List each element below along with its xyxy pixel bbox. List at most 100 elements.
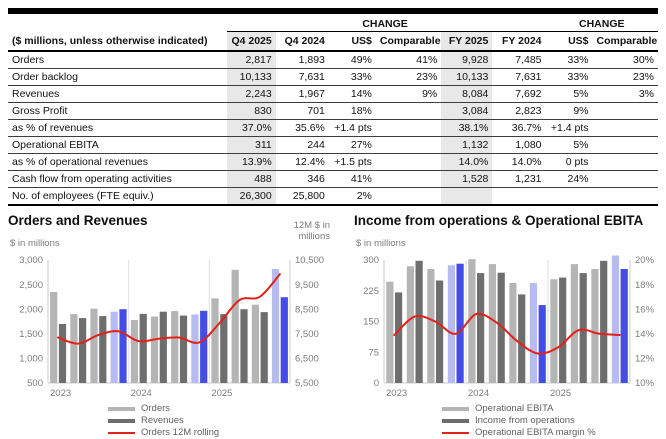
value-cell: 41%: [375, 51, 442, 69]
income-ops-swatch: [442, 418, 469, 423]
svg-text:2024: 2024: [131, 388, 152, 399]
value-cell: [492, 187, 546, 206]
table-row: Cash flow from operating activities 488 34…: [8, 170, 658, 188]
column-header-row: ($ millions, unless otherwise indicated)…: [8, 31, 658, 52]
legend-label: Revenues: [141, 415, 184, 427]
svg-text:2,500: 2,500: [19, 280, 43, 291]
svg-text:7,500: 7,500: [295, 329, 319, 340]
svg-text:2025: 2025: [550, 388, 571, 399]
top-rule-bar: [8, 8, 658, 14]
change-label-q4: CHANGE: [328, 16, 442, 32]
row-label: as % of operational revenues: [8, 153, 227, 171]
svg-text:6,500: 6,500: [295, 353, 319, 364]
units-note: ($ millions, unless otherwise indicated): [8, 31, 227, 52]
svg-text:300: 300: [363, 255, 379, 266]
value-cell: +1.4 pts: [545, 119, 593, 137]
row-label: Cash flow from operating activities: [8, 170, 227, 188]
series-bars-1: [395, 260, 628, 383]
value-cell: 14.0%: [492, 153, 546, 171]
trend-line: [57, 272, 281, 345]
table-row: as % of revenues 37.0% 35.6% +1.4 pts 38.1% 3…: [8, 119, 658, 137]
value-cell: 7,485: [492, 51, 546, 69]
value-cell: 1,967: [275, 85, 329, 103]
col-header-us-fy: US$: [545, 31, 593, 52]
svg-text:0: 0: [374, 378, 379, 389]
value-cell: [375, 136, 442, 154]
svg-text:2023: 2023: [50, 388, 71, 399]
row-label: Order backlog: [8, 68, 227, 86]
value-cell: 23%: [375, 68, 442, 86]
value-cell: 26,300: [226, 187, 276, 206]
svg-text:5,500: 5,500: [295, 378, 319, 389]
value-cell: 38.1%: [441, 119, 493, 137]
svg-text:1,500: 1,500: [19, 329, 43, 340]
col-header-fy-2024: FY 2024: [492, 31, 546, 52]
svg-text:75: 75: [368, 347, 379, 358]
y-axis-unit-label: $ in millions: [356, 237, 406, 249]
value-cell: [592, 153, 658, 171]
value-cell: 7,631: [275, 68, 329, 86]
value-cell: 1,080: [492, 136, 546, 154]
value-cell: 7,692: [492, 85, 546, 103]
value-cell: 488: [226, 170, 276, 188]
charts-row: Orders and Revenues $ in millions 12M $ …: [8, 213, 658, 439]
col-header-q4-2025: Q4 2025: [226, 31, 276, 52]
value-cell: 10,133: [226, 68, 276, 86]
svg-text:8,500: 8,500: [295, 304, 319, 315]
svg-text:2025: 2025: [211, 388, 232, 399]
page-root: { "table": { "unit_label": "($ millions,…: [0, 8, 666, 439]
value-cell: 2,823: [492, 102, 546, 120]
value-cell: 36.7%: [492, 119, 546, 137]
trend-line: [393, 312, 621, 355]
series-bars-1: [58, 297, 288, 383]
svg-text:18%: 18%: [635, 280, 655, 291]
ebita-plot: 300 225 150 75 0 20% 18% 16% 14% 12% 10% 2023 2024 20…: [363, 255, 655, 399]
y2-axis-unit-label: 12M $ in millions: [293, 220, 330, 243]
row-label: Operational EBITA: [8, 136, 227, 154]
chart-title-orders-revenues: Orders and Revenues: [8, 213, 148, 228]
spacer-cell: [8, 16, 227, 32]
col-header-q4-2024: Q4 2024: [275, 31, 329, 52]
value-cell: 25,800: [275, 187, 329, 206]
value-cell: 12.4%: [275, 153, 329, 171]
svg-text:9,500: 9,500: [295, 280, 319, 291]
svg-text:20%: 20%: [635, 255, 655, 266]
col-header-comparable-q4: Comparable: [375, 31, 442, 52]
svg-text:14%: 14%: [635, 329, 655, 340]
table-row: as % of operational revenues 13.9% 12.4% +1…: [8, 153, 658, 171]
value-cell: 0 pts: [545, 153, 593, 171]
value-cell: 1,231: [492, 170, 546, 188]
row-label: Gross Profit: [8, 102, 227, 120]
value-cell: 37.0%: [226, 119, 276, 137]
row-label: No. of employees (FTE equiv.): [8, 187, 227, 206]
value-cell: 346: [275, 170, 329, 188]
svg-text:16%: 16%: [635, 304, 655, 315]
series-bars-0: [50, 268, 280, 383]
value-cell: 3%: [592, 85, 658, 103]
value-cell: 23%: [592, 68, 658, 86]
value-cell: 14%: [328, 85, 376, 103]
value-cell: [592, 170, 658, 188]
value-cell: 24%: [545, 170, 593, 188]
value-cell: 35.6%: [275, 119, 329, 137]
value-cell: 14.0%: [441, 153, 493, 171]
col-header-fy-2025: FY 2025: [441, 31, 493, 52]
spacer-cell: [226, 16, 329, 32]
svg-text:225: 225: [363, 286, 379, 297]
orders-revenues-plot: 3,000 2,500 2,000 1,500 1,000 500 10,500 9,500 8…: [19, 255, 324, 399]
results-table-body: Orders 2,817 1,893 49% 41% 9,928 7,485 33% 30% Or…: [8, 51, 658, 206]
value-cell: [375, 119, 442, 137]
table-row: Order backlog 10,133 7,631 33% 23% 10,133 7,63…: [8, 68, 658, 86]
spacer-cell: [441, 16, 546, 32]
change-header-row: CHANGE CHANGE: [8, 16, 658, 32]
col-header-comparable-fy: Comparable: [592, 31, 658, 52]
svg-text:2,000: 2,000: [19, 304, 43, 315]
table-row: Operational EBITA 311 244 27% 1,132 1,080 5%: [8, 136, 658, 154]
value-cell: 7,631: [492, 68, 546, 86]
value-cell: 2,243: [226, 85, 276, 103]
value-cell: [592, 136, 658, 154]
value-cell: [592, 119, 658, 137]
value-cell: 5%: [545, 136, 593, 154]
trend-line-swatch: [108, 431, 135, 434]
svg-text:3,000: 3,000: [19, 255, 43, 266]
